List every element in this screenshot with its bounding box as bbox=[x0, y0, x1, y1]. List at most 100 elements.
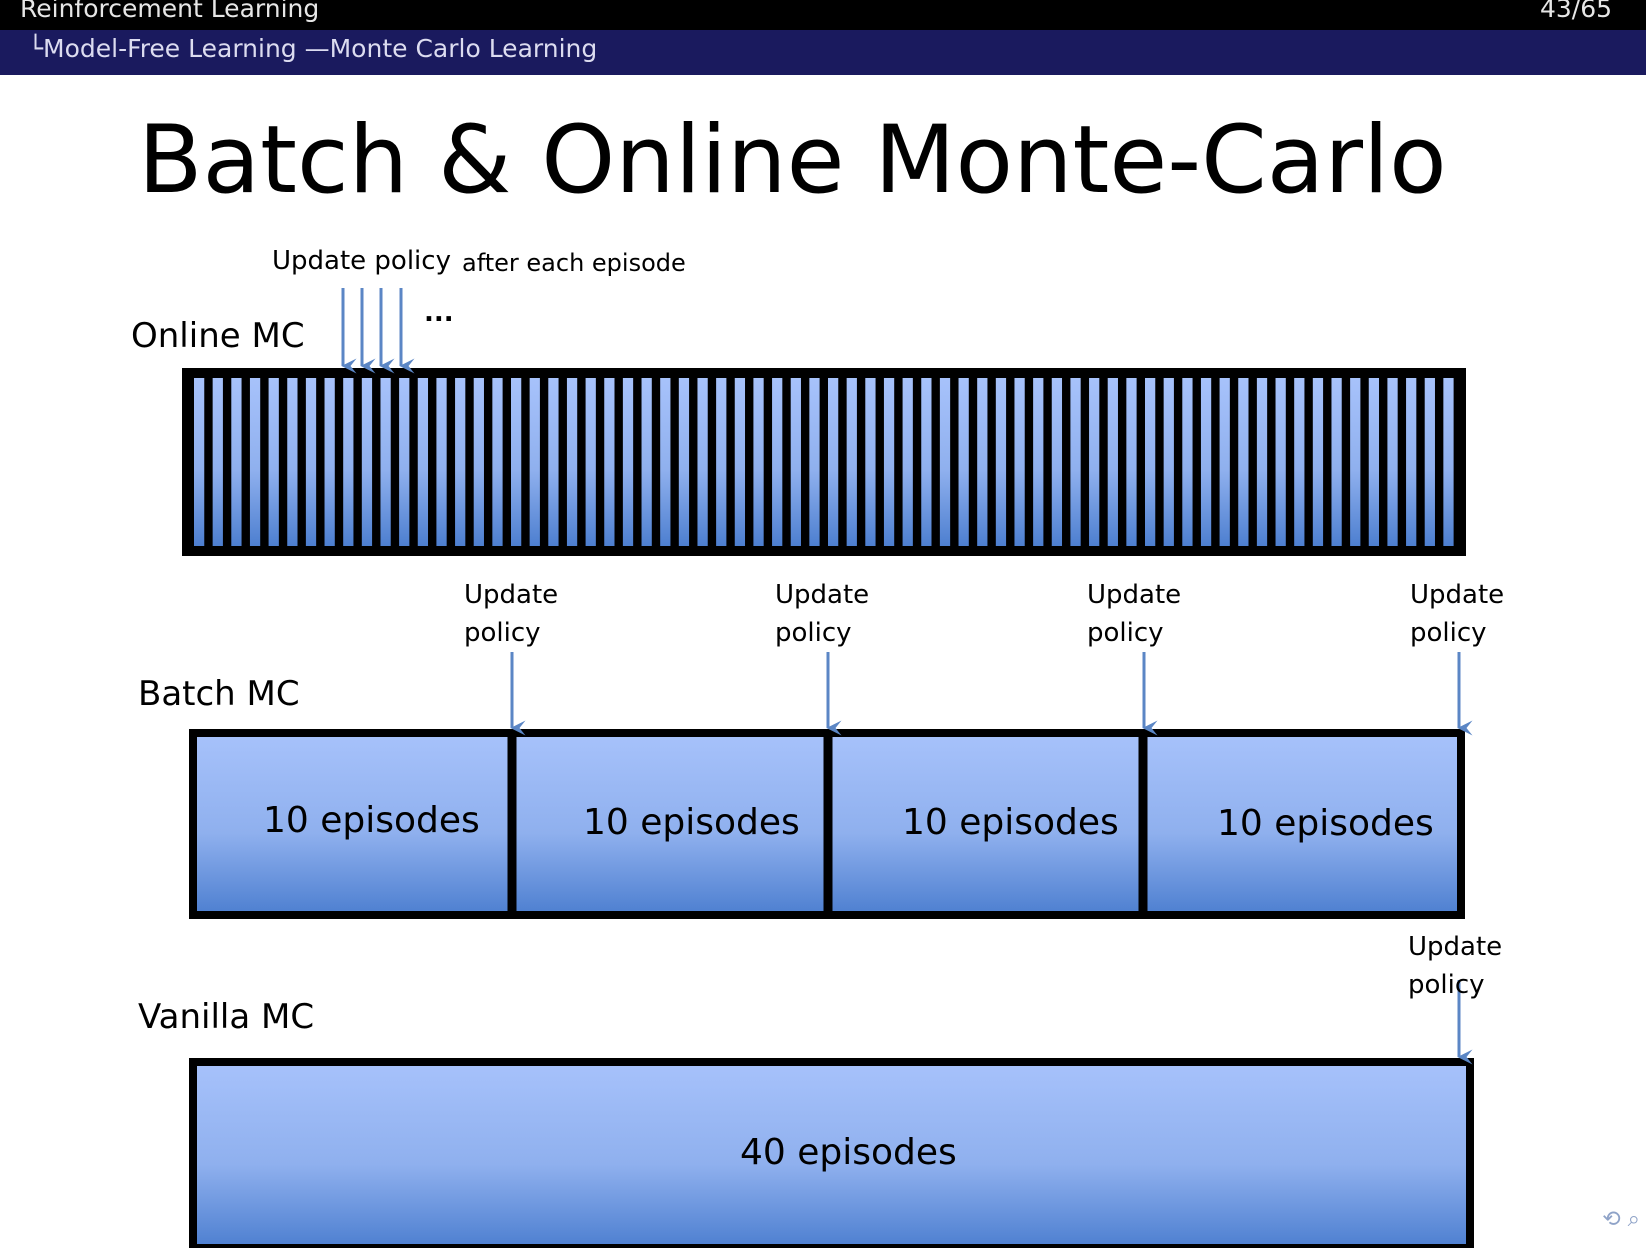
episode-bar bbox=[865, 378, 876, 546]
episode-bar bbox=[380, 378, 391, 546]
episode-bar bbox=[585, 378, 596, 546]
episode-bar bbox=[566, 378, 578, 546]
episode-bar bbox=[399, 378, 410, 546]
episode-bar bbox=[1089, 378, 1100, 546]
section-title: Reinforcement Learning bbox=[20, 0, 320, 23]
episode-bar bbox=[1126, 378, 1137, 546]
episode-bar bbox=[1406, 378, 1417, 546]
episode-bar bbox=[1107, 378, 1118, 546]
batch-segment-label: 10 episodes bbox=[583, 802, 800, 843]
episode-bar bbox=[436, 378, 447, 546]
policy-text: policy bbox=[1410, 618, 1487, 648]
batch-strip bbox=[189, 729, 1465, 919]
batch-segment-label: 10 episodes bbox=[263, 800, 480, 841]
episode-bar bbox=[921, 378, 932, 546]
vanilla-frame bbox=[189, 1058, 1474, 1248]
online-episode-strip bbox=[182, 368, 1466, 556]
episode-bar bbox=[324, 378, 335, 546]
episode-bar bbox=[716, 378, 727, 546]
episode-bar bbox=[455, 378, 466, 546]
episode-bar bbox=[622, 378, 634, 546]
batch-update-label: Update policy bbox=[1087, 576, 1181, 652]
episode-bar bbox=[212, 378, 223, 546]
episode-bar bbox=[697, 378, 708, 546]
episode-bar bbox=[1051, 378, 1063, 546]
episode-bar bbox=[790, 378, 801, 546]
episode-bar bbox=[1312, 378, 1324, 546]
episode-bar bbox=[1424, 378, 1435, 546]
update-text: Update bbox=[464, 580, 559, 610]
breadcrumb: └Model-Free Learning —Monte Carlo Learni… bbox=[28, 34, 598, 63]
policy-text: policy bbox=[464, 618, 541, 648]
episode-bar bbox=[753, 378, 764, 546]
page-number: 43/65 bbox=[1539, 0, 1612, 23]
episode-bar bbox=[1256, 378, 1268, 546]
undo-icon[interactable]: ⟲ bbox=[1602, 1207, 1621, 1232]
batch-update-arrows bbox=[510, 652, 1473, 736]
vanilla-mc-label: Vanilla MC bbox=[138, 997, 315, 1037]
batch-update-label: Update policy bbox=[464, 576, 558, 652]
episode-bar bbox=[492, 378, 503, 546]
update-text: Update bbox=[1408, 932, 1503, 962]
episode-bar bbox=[1387, 378, 1398, 546]
episode-bar bbox=[641, 378, 652, 546]
policy-text: policy bbox=[1408, 970, 1485, 1000]
episode-bar bbox=[958, 378, 969, 546]
policy-text: policy bbox=[1087, 618, 1164, 648]
online-mc-label: Online MC bbox=[131, 316, 305, 356]
episode-bar bbox=[1070, 378, 1081, 546]
online-frame bbox=[182, 368, 1466, 556]
episode-bar bbox=[977, 378, 988, 546]
batch-update-label: Update policy bbox=[775, 576, 869, 652]
update-text: Update bbox=[1410, 580, 1505, 610]
episode-bar bbox=[361, 378, 373, 546]
batch-segment-label: 10 episodes bbox=[902, 802, 1119, 843]
episode-bar bbox=[678, 378, 690, 546]
online-update-arrows bbox=[341, 288, 415, 374]
episode-bar bbox=[883, 378, 895, 546]
episode-bar bbox=[1443, 378, 1454, 546]
slide-title: Batch & Online Monte-Carlo bbox=[138, 106, 1447, 215]
episode-bar bbox=[529, 378, 540, 546]
episode-bar bbox=[305, 378, 317, 546]
episode-bar bbox=[809, 378, 820, 546]
episode-bar bbox=[1350, 378, 1361, 546]
episode-bar bbox=[1275, 378, 1286, 546]
episode-bar bbox=[902, 378, 913, 546]
vanilla-segment-label: 40 episodes bbox=[740, 1132, 957, 1173]
episode-bar bbox=[1033, 378, 1044, 546]
episode-bar bbox=[660, 378, 671, 546]
episode-bar bbox=[343, 378, 354, 546]
episode-bar bbox=[734, 378, 746, 546]
vanilla-update-label: Update policy bbox=[1408, 928, 1502, 1004]
episode-bar bbox=[1238, 378, 1249, 546]
episode-bar bbox=[604, 378, 615, 546]
slide-nav-icons[interactable]: ⟲ ⌕ bbox=[1602, 1207, 1640, 1232]
episode-bar bbox=[1200, 378, 1212, 546]
episode-bar bbox=[1145, 378, 1156, 546]
episode-bar bbox=[473, 378, 484, 546]
top-bar: Reinforcement Learning 43/65 bbox=[0, 0, 1646, 30]
episode-bar bbox=[1219, 378, 1230, 546]
episode-bar bbox=[231, 378, 242, 546]
episode-bar bbox=[194, 378, 205, 546]
sub-bar: └Model-Free Learning —Monte Carlo Learni… bbox=[0, 30, 1646, 75]
episode-bar bbox=[939, 378, 951, 546]
update-text: Update bbox=[1087, 580, 1182, 610]
episode-bar bbox=[511, 378, 522, 546]
batch-segment-label: 10 episodes bbox=[1217, 803, 1434, 844]
search-icon[interactable]: ⌕ bbox=[1627, 1207, 1640, 1232]
episode-bar bbox=[1368, 378, 1380, 546]
online-after-label: after each episode bbox=[462, 249, 686, 277]
online-update-label: Update policy bbox=[272, 246, 451, 276]
episode-bar bbox=[1163, 378, 1174, 546]
episode-bar bbox=[548, 378, 559, 546]
policy-text: policy bbox=[775, 618, 852, 648]
episode-bar bbox=[417, 378, 429, 546]
episode-bar bbox=[846, 378, 857, 546]
episode-bar bbox=[287, 378, 298, 546]
episode-bar bbox=[828, 378, 839, 546]
episode-bar bbox=[1294, 378, 1305, 546]
episode-bar bbox=[268, 378, 279, 546]
